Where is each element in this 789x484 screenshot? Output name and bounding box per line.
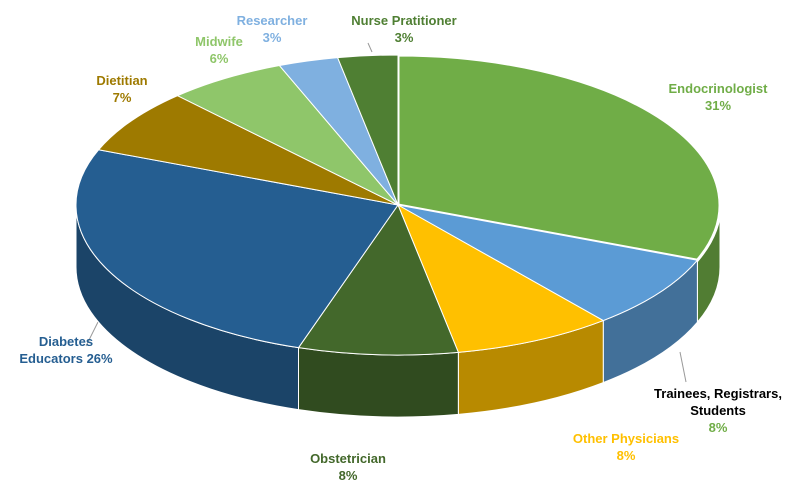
slice: [336, 54, 399, 206]
data-label: Obstetrician 8%: [278, 450, 418, 484]
data-label: Midwife 6%: [174, 33, 264, 67]
slice: [396, 53, 722, 262]
category-label: Other Physicians: [572, 431, 680, 446]
value-label: 3%: [262, 30, 282, 45]
slice: [396, 203, 605, 353]
slice: [397, 204, 699, 322]
value-label: 8%: [338, 468, 358, 483]
category-label: Trainees, Registrars, Students: [654, 386, 782, 418]
slice-side: [297, 347, 459, 418]
category-label: Researcher: [236, 13, 308, 28]
value-label: 31%: [704, 98, 732, 113]
value-label: 26%: [86, 351, 113, 366]
slice: [75, 149, 399, 349]
category-label: Diabetes Educators: [19, 334, 94, 366]
slice: [97, 95, 399, 206]
data-label: Other Physicians 8%: [556, 430, 696, 464]
category-label: Obstetrician: [310, 451, 386, 466]
data-label: Researcher 3%: [222, 12, 322, 46]
slice: [176, 64, 399, 206]
data-label: Endocrinologist 31%: [643, 80, 789, 114]
value-label: 8%: [616, 448, 636, 463]
data-label: Diabetes Educators 26%: [9, 333, 124, 367]
category-label: Nurse Pratitioner: [351, 13, 457, 28]
leader-line: [679, 351, 687, 383]
slice: [297, 203, 460, 356]
value-label: 6%: [209, 51, 229, 66]
data-label: Dietitian 7%: [72, 72, 172, 106]
data-label: Trainees, Registrars, Students 8%: [633, 385, 789, 436]
value-label: 8%: [708, 420, 728, 435]
category-label: Midwife: [195, 34, 243, 49]
data-label: Nurse Pratitioner 3%: [329, 12, 479, 46]
value-label: 3%: [394, 30, 414, 45]
value-label: 7%: [112, 90, 132, 105]
category-label: Endocrinologist: [668, 81, 768, 96]
category-label: Dietitian: [96, 73, 148, 88]
leader-line: [85, 321, 99, 347]
leader-line: [367, 42, 373, 53]
